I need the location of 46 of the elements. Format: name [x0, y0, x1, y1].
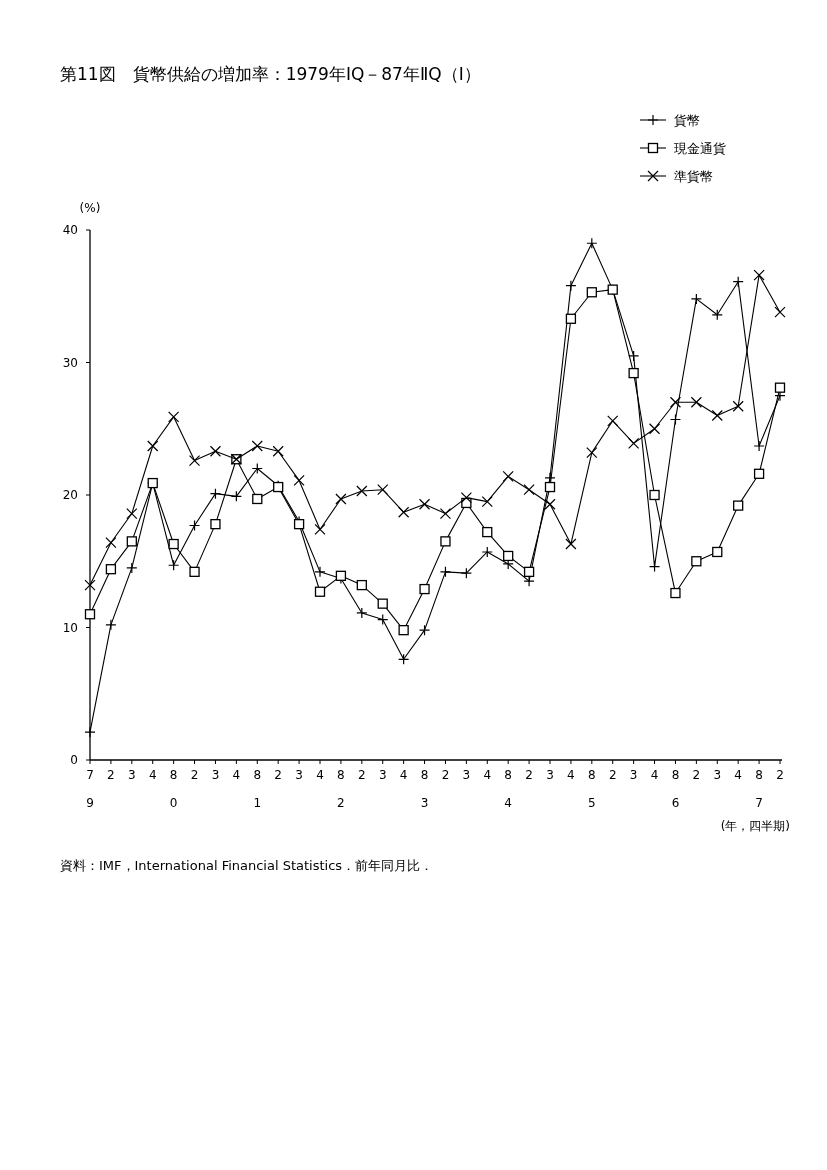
xtick: 3 — [378, 768, 387, 782]
legend-label: 準貨幣 — [674, 169, 713, 184]
xtick: 4 — [148, 768, 157, 782]
xlabel: (年，四半期) — [720, 819, 790, 833]
xtick: 4 — [399, 768, 408, 782]
xtick: 3 — [211, 768, 220, 782]
xtick: 80 — [169, 768, 178, 810]
xtick: 3 — [128, 768, 136, 782]
xtick: 2 — [274, 768, 282, 782]
ytick: 40 — [62, 223, 78, 237]
ytick: 10 — [62, 620, 78, 635]
xtick: 2 — [190, 768, 199, 782]
legend-label: 現金通貨 — [674, 141, 726, 156]
xtick: 86 — [671, 768, 680, 810]
xtick: 3 — [546, 768, 554, 782]
xtick: 4 — [232, 768, 241, 782]
xtick: 79 — [86, 768, 94, 810]
xtick: 2 — [692, 768, 701, 782]
ylabel: (%) — [79, 201, 101, 215]
xtick: 4 — [734, 768, 742, 782]
xtick: 3 — [629, 768, 638, 782]
xtick: 4 — [650, 768, 659, 782]
annotation: 資料：IMF，International Financial Statistics．前年同月比． — [60, 858, 434, 873]
xtick: 4 — [316, 768, 324, 782]
xtick: 4 — [567, 768, 575, 782]
xtick: 2 — [525, 768, 533, 782]
xtick: 3 — [462, 768, 471, 782]
xtick: 87 — [755, 768, 763, 810]
xtick: 84 — [504, 768, 512, 810]
legend-label: 貨幣 — [674, 113, 700, 128]
xtick: 2 — [776, 768, 784, 782]
xtick: 2 — [107, 768, 115, 782]
xtick: 3 — [295, 768, 303, 782]
ytick: 0 — [70, 753, 78, 767]
xtick: 85 — [588, 768, 596, 810]
title: 第11図 貨幣供給の増加率：1979年ⅠQ－87年ⅡQ（Ⅰ） — [60, 64, 481, 84]
xtick: 4 — [483, 768, 492, 782]
ytick: 30 — [62, 355, 78, 370]
xtick: 81 — [253, 768, 262, 810]
xtick: 2 — [441, 768, 450, 782]
xtick: 3 — [713, 768, 722, 782]
xtick: 2 — [358, 768, 366, 782]
xtick: 2 — [608, 768, 617, 782]
xtick: 82 — [337, 768, 345, 810]
xtick: 83 — [420, 768, 429, 810]
ytick: 20 — [62, 488, 78, 502]
